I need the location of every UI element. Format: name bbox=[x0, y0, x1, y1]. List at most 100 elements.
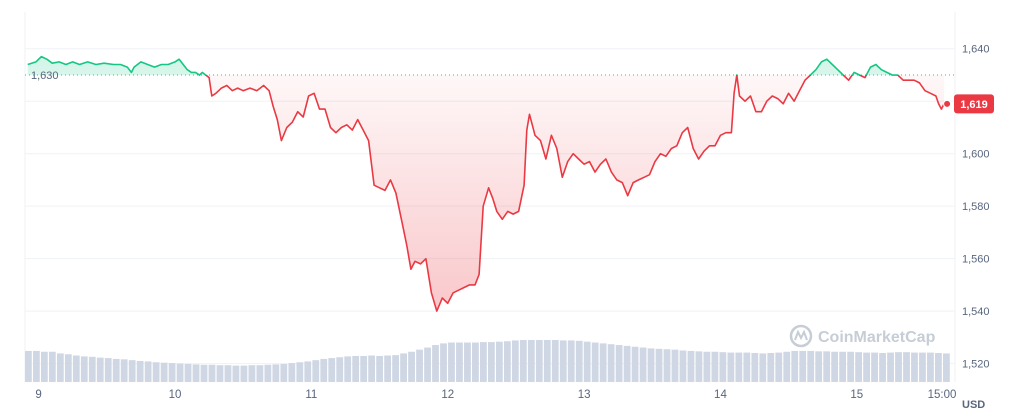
volume-bar bbox=[288, 363, 296, 382]
y-tick-label: 1,560 bbox=[962, 254, 990, 266]
volume-bar bbox=[304, 361, 312, 382]
volume-bar bbox=[831, 351, 839, 382]
volume-bar bbox=[527, 340, 535, 382]
volume-bar bbox=[927, 352, 934, 382]
volume-bar bbox=[176, 363, 184, 382]
volume-bar bbox=[56, 353, 64, 382]
volume-bar bbox=[511, 340, 519, 382]
volume-bar bbox=[751, 353, 759, 382]
volume-bar bbox=[368, 355, 376, 382]
watermark-text: CoinMarketCap bbox=[818, 329, 936, 346]
price-line-down-segment bbox=[197, 74, 945, 312]
volume-bar bbox=[456, 342, 463, 382]
x-tick-label: 15:00 bbox=[928, 389, 957, 401]
volume-bar bbox=[863, 352, 870, 382]
volume-bar bbox=[192, 364, 200, 382]
volume-bar bbox=[855, 352, 862, 382]
volume-bar bbox=[96, 357, 104, 382]
volume-bar bbox=[480, 342, 487, 382]
volume-bar bbox=[224, 365, 232, 382]
volume-bar bbox=[336, 357, 344, 382]
volume-bar bbox=[440, 343, 447, 382]
volume-bar bbox=[895, 352, 902, 382]
volume-bar bbox=[535, 340, 543, 382]
volume-bar bbox=[416, 349, 423, 382]
volume-bar bbox=[216, 365, 224, 382]
volume-bar bbox=[671, 349, 679, 382]
volume-bar bbox=[575, 340, 583, 382]
volume-bar bbox=[583, 341, 591, 382]
volume-bar bbox=[623, 345, 631, 382]
volume-bar bbox=[64, 354, 72, 382]
volume-bar bbox=[136, 361, 144, 382]
volume-bar bbox=[919, 352, 926, 382]
volume-bar bbox=[775, 352, 783, 382]
area-fills bbox=[27, 56, 945, 312]
y-tick-label: 1,580 bbox=[962, 201, 990, 213]
y-tick-label: 1,600 bbox=[962, 149, 990, 161]
volume-bar bbox=[160, 362, 168, 382]
volume-bar bbox=[40, 351, 48, 382]
price-line-up-segment bbox=[27, 55, 899, 75]
volume-bar bbox=[903, 352, 910, 382]
volume-bar bbox=[759, 353, 767, 382]
volume-bar bbox=[599, 343, 607, 382]
volume-bar bbox=[591, 342, 599, 382]
volume-bar bbox=[240, 365, 248, 382]
y-tick-label: 1,640 bbox=[962, 44, 990, 56]
volume-bar bbox=[607, 344, 615, 382]
volume-bar bbox=[911, 352, 918, 382]
volume-bar bbox=[312, 360, 320, 382]
volume-bar bbox=[839, 351, 847, 382]
volume-bars bbox=[25, 340, 950, 382]
volume-bar bbox=[519, 340, 527, 382]
volume-bar bbox=[32, 350, 40, 382]
volume-bar bbox=[152, 362, 160, 382]
volume-bar bbox=[679, 350, 687, 382]
price-lines bbox=[27, 55, 945, 312]
volume-bar bbox=[503, 341, 511, 382]
volume-bar bbox=[743, 352, 751, 382]
volume-bar bbox=[280, 363, 288, 382]
volume-bar bbox=[128, 360, 136, 382]
volume-bar bbox=[767, 353, 775, 382]
volume-bar bbox=[424, 347, 431, 382]
volume-bar bbox=[631, 346, 639, 382]
volume-bar bbox=[488, 342, 495, 382]
volume-bar bbox=[807, 350, 815, 382]
volume-bar bbox=[719, 352, 727, 382]
volume-bar bbox=[408, 351, 415, 382]
volume-bar bbox=[248, 365, 256, 382]
volume-bar bbox=[88, 356, 96, 382]
volume-bar bbox=[663, 349, 671, 382]
volume-bar bbox=[272, 364, 280, 382]
volume-bar bbox=[799, 350, 807, 382]
current-price-badge: 1,619 bbox=[954, 94, 994, 114]
x-tick-label: 15 bbox=[850, 389, 863, 401]
volume-bar bbox=[887, 352, 894, 382]
volume-bar bbox=[448, 342, 455, 382]
volume-bar bbox=[392, 355, 399, 382]
volume-bar bbox=[264, 364, 272, 382]
x-tick-label: 13 bbox=[578, 389, 591, 401]
volume-bar bbox=[639, 347, 647, 382]
volume-bar bbox=[184, 363, 192, 382]
volume-bar bbox=[472, 342, 479, 382]
volume-bar bbox=[168, 363, 176, 382]
area-fill-down bbox=[199, 74, 945, 312]
volume-bar bbox=[400, 353, 407, 382]
x-tick-label: 11 bbox=[305, 389, 317, 401]
current-price-dot bbox=[943, 99, 952, 108]
x-tick-label: 9 bbox=[35, 389, 41, 401]
volume-bar bbox=[112, 358, 120, 382]
volume-bar bbox=[783, 351, 791, 382]
volume-bar bbox=[144, 361, 152, 382]
volume-bar bbox=[200, 364, 208, 382]
current-price-badge-background bbox=[954, 94, 994, 114]
volume-bar bbox=[72, 355, 80, 382]
volume-bar bbox=[943, 353, 950, 382]
x-axis: 9 10 11 12 13 14 15 15:00 bbox=[35, 389, 956, 401]
volume-bar bbox=[791, 350, 799, 382]
volume-bar bbox=[551, 340, 559, 382]
